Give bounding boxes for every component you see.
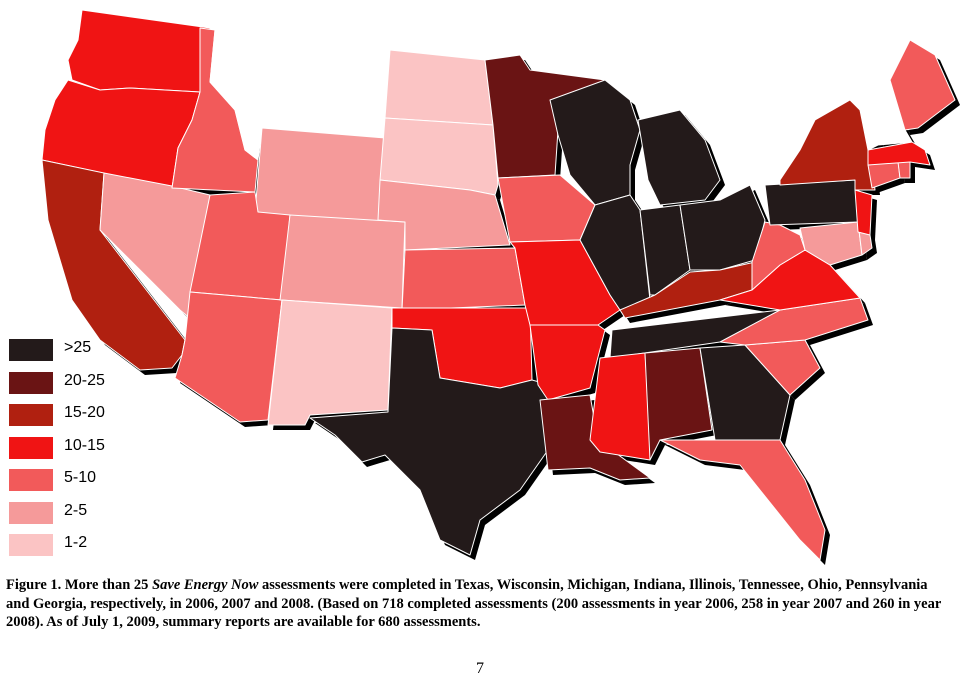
- legend-swatch: [8, 403, 54, 427]
- caption-program-name: Save Energy Now: [152, 577, 259, 593]
- state-tx: [309, 327, 551, 556]
- legend-item: 10-15: [8, 435, 148, 460]
- legend-swatch: [8, 370, 54, 395]
- page-number: 7: [476, 660, 484, 677]
- legend-label: 15-20: [64, 404, 105, 421]
- state-nd: [384, 49, 494, 126]
- state-ga: [699, 344, 791, 441]
- state-az: [174, 291, 283, 423]
- state-wa: [67, 9, 211, 93]
- legend-swatch: [8, 500, 54, 525]
- state-me: [889, 39, 956, 131]
- legend-swatch: [8, 533, 54, 557]
- state-fl: [659, 439, 826, 561]
- state-nh: [877, 79, 913, 146]
- state-co: [279, 214, 406, 309]
- state-ms: [589, 352, 651, 461]
- legend-label: 10-15: [64, 436, 105, 454]
- state-ne: [377, 179, 511, 251]
- figure-caption: Figure 1. More than 25 Save Energy Now a…: [6, 576, 951, 632]
- caption-text-rest: assessments were completed in Texas, Wis…: [6, 577, 941, 630]
- state-wv: [751, 221, 806, 291]
- legend-item: 1-2: [8, 533, 148, 557]
- legend-item: 2-5: [8, 500, 148, 525]
- state-nm: [267, 299, 393, 426]
- legend-label: 5-10: [64, 469, 97, 486]
- state-mi: [637, 109, 721, 206]
- state-pa: [764, 179, 866, 226]
- legend-swatch: [8, 468, 54, 492]
- state-wy: [254, 127, 386, 226]
- legend-label: 1-2: [64, 534, 88, 551]
- caption-text-start: Figure 1. More than 25: [6, 577, 153, 593]
- legend-item: 5-10: [8, 468, 148, 492]
- legend-item: >25: [8, 338, 148, 362]
- legend-swatch: [8, 435, 54, 460]
- legend-label: 20-25: [64, 371, 105, 389]
- state-in: [639, 204, 691, 296]
- legend-swatch: [8, 338, 54, 362]
- legend-item: 20-25: [8, 370, 148, 395]
- state-ks: [401, 247, 526, 311]
- state-ri: [897, 161, 911, 179]
- state-md: [799, 221, 863, 266]
- legend-label: 2-5: [64, 501, 88, 519]
- state-al: [644, 347, 713, 461]
- state-nj: [854, 189, 873, 236]
- us-choropleth-map: [41, 9, 960, 565]
- legend-item: 15-20: [8, 403, 148, 427]
- state-wi: [549, 79, 641, 206]
- state-ar: [529, 324, 606, 401]
- legend-label: >25: [64, 339, 92, 356]
